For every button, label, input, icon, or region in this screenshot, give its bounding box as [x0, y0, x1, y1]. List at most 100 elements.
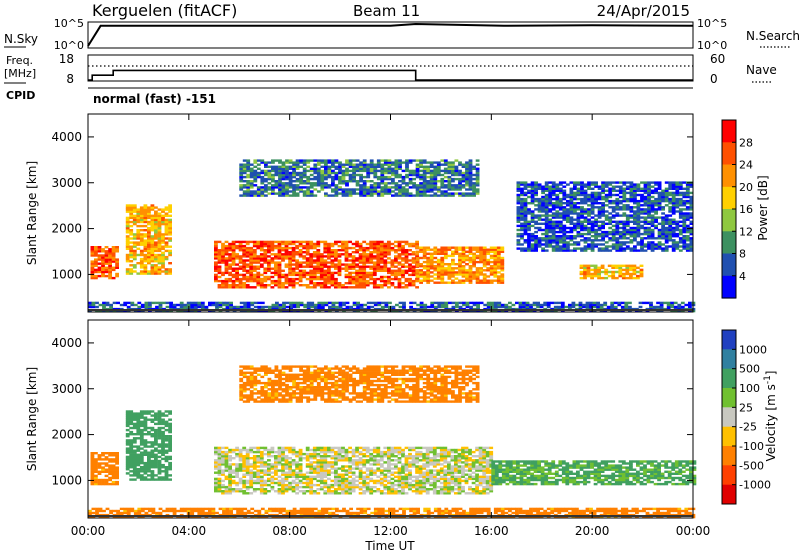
power-cell	[331, 303, 336, 307]
power-cell	[468, 269, 473, 272]
power-cell	[522, 309, 526, 313]
power-cell	[334, 286, 338, 289]
power-cell	[331, 182, 335, 185]
power-cell	[312, 265, 317, 268]
power-cell	[319, 269, 324, 272]
power-cell	[235, 246, 239, 250]
power-cell	[239, 305, 244, 309]
power-cell	[472, 263, 476, 266]
power-cell	[242, 284, 247, 287]
power-cell	[139, 237, 144, 240]
power-cell	[586, 272, 591, 276]
power-cell	[632, 276, 637, 280]
power-cell	[608, 195, 613, 199]
power-cell	[604, 210, 609, 213]
power-cell	[157, 245, 162, 248]
power-cell	[650, 241, 655, 244]
power-cell	[352, 301, 357, 305]
power-cell	[345, 188, 349, 191]
power-cell	[622, 214, 627, 217]
power-cell	[594, 199, 598, 203]
power-cell	[664, 226, 669, 230]
power-cell	[164, 245, 169, 248]
power-cell	[150, 235, 155, 238]
power-cell	[523, 226, 528, 230]
power-cell	[573, 249, 577, 252]
velocity-cell	[136, 470, 141, 473]
power-cell	[436, 171, 441, 175]
power-cell	[274, 186, 279, 189]
power-cell	[298, 279, 303, 283]
power-cell	[440, 169, 445, 173]
power-cell	[351, 255, 356, 258]
power-cell	[394, 184, 399, 187]
power-cell	[564, 305, 569, 309]
power-cell	[447, 246, 452, 249]
power-cell	[222, 303, 226, 307]
power-cell	[249, 190, 254, 193]
velocity-cell	[111, 458, 116, 461]
power-cell	[489, 273, 494, 276]
power-cell	[365, 261, 370, 264]
power-cell	[429, 248, 434, 251]
power-cell	[277, 277, 282, 281]
power-cell	[543, 301, 548, 305]
power-cell	[458, 260, 462, 264]
power-cell	[618, 232, 623, 236]
power-cell	[604, 241, 609, 244]
power-cell	[558, 181, 563, 184]
power-cell	[238, 279, 243, 283]
power-cell	[215, 301, 219, 305]
power-cell	[597, 249, 602, 252]
power-cell	[678, 230, 683, 234]
power-cell	[356, 301, 360, 305]
power-cell	[235, 255, 239, 258]
power-cell	[433, 169, 438, 173]
power-cell	[546, 303, 551, 307]
power-cell	[390, 259, 395, 262]
power-cell	[274, 263, 278, 266]
power-cell	[288, 171, 293, 175]
power-cell	[355, 249, 359, 252]
power-cell	[551, 239, 556, 242]
power-cell	[668, 226, 673, 230]
power-cell	[597, 206, 602, 209]
power-cell	[415, 260, 420, 264]
velocity-cell	[139, 478, 144, 481]
power-cell	[168, 262, 172, 265]
power-cell	[316, 244, 321, 248]
velocity-cell	[132, 445, 137, 448]
power-cell	[224, 261, 229, 264]
power-cell	[302, 192, 307, 195]
power-cell	[249, 286, 254, 289]
power-cell	[267, 251, 271, 254]
power-cell	[523, 202, 528, 205]
power-cell	[104, 252, 109, 255]
power-cell	[168, 245, 172, 248]
power-cell	[369, 171, 374, 175]
power-cell	[376, 265, 381, 268]
power-cell	[355, 173, 360, 177]
power-cell	[629, 226, 634, 230]
power-cell	[132, 245, 137, 248]
power-cell	[256, 159, 261, 162]
power-cell	[119, 303, 124, 307]
power-cell	[104, 270, 109, 274]
nsky-series-line	[87, 22, 694, 47]
power-cell	[594, 245, 598, 248]
power-cell	[310, 301, 315, 305]
power-cell	[415, 265, 420, 268]
power-cell	[402, 301, 406, 305]
velocity-cell	[125, 461, 130, 465]
power-cell	[668, 181, 673, 184]
velocity-cell	[139, 433, 144, 436]
power-cell	[129, 264, 134, 267]
power-cell	[319, 277, 324, 281]
power-cell	[587, 239, 591, 242]
power-cell	[580, 222, 584, 225]
velocity-cell	[115, 476, 119, 480]
power-cell	[462, 301, 466, 305]
power-cell	[271, 305, 276, 309]
power-cell	[475, 173, 480, 177]
power-cell	[105, 301, 110, 305]
